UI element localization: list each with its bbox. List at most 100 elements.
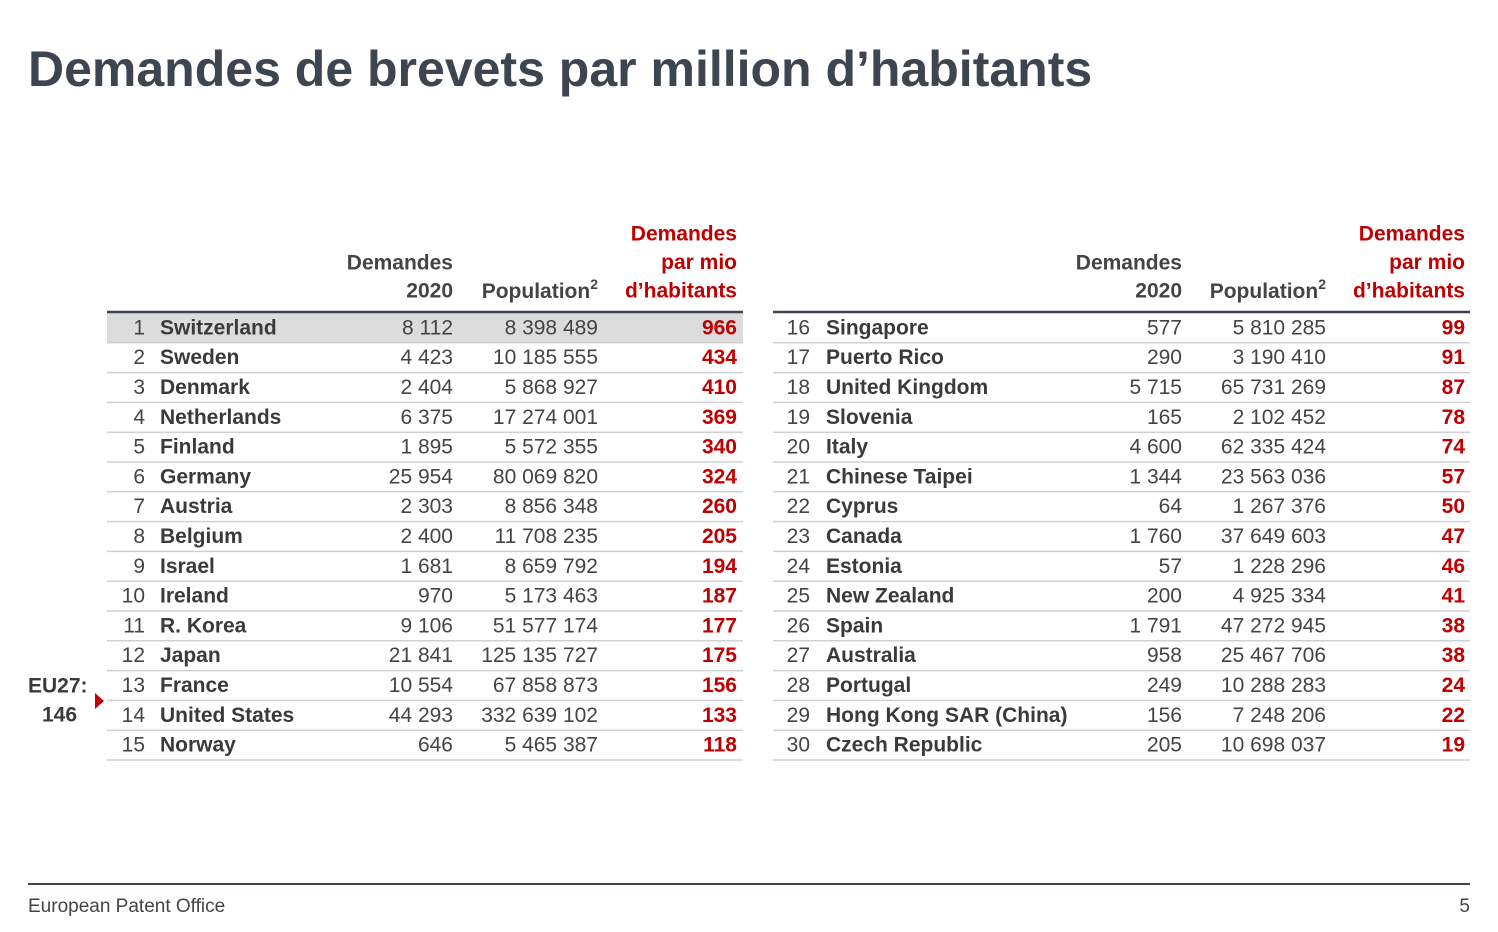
- applications: 958: [1147, 644, 1182, 667]
- rank: 8: [133, 525, 145, 548]
- rank: 15: [122, 734, 145, 757]
- rate: 340: [702, 436, 737, 459]
- applications: 44 293: [389, 704, 453, 727]
- rank: 13: [122, 674, 145, 697]
- rank: 16: [787, 316, 810, 339]
- applications: 2 303: [400, 495, 453, 518]
- applications: 249: [1147, 674, 1182, 697]
- population: 37 649 603: [1221, 525, 1326, 548]
- rate: 156: [702, 674, 737, 697]
- country: Switzerland: [160, 316, 277, 339]
- rank: 18: [787, 376, 810, 399]
- rate: 74: [1442, 436, 1466, 459]
- applications: 64: [1159, 495, 1183, 518]
- rank: 3: [133, 376, 145, 399]
- country: Denmark: [160, 376, 250, 399]
- population: 5 465 387: [505, 734, 598, 757]
- population: 8 398 489: [505, 316, 598, 339]
- country: France: [160, 674, 229, 697]
- country: Belgium: [160, 525, 243, 548]
- applications: 1 760: [1129, 525, 1182, 548]
- population: 51 577 174: [493, 614, 598, 637]
- rate: 966: [702, 316, 737, 339]
- header-sup: 2: [590, 276, 598, 292]
- applications: 5 715: [1129, 376, 1182, 399]
- country: Netherlands: [160, 406, 281, 429]
- page-number: 5: [1459, 896, 1470, 917]
- country: United Kingdom: [826, 376, 988, 399]
- population: 17 274 001: [493, 406, 598, 429]
- country: Puerto Rico: [826, 346, 944, 369]
- column-header: Population2: [1210, 276, 1327, 303]
- applications: 10 554: [389, 674, 454, 697]
- applications: 21 841: [389, 644, 453, 667]
- country: Germany: [160, 465, 251, 488]
- rank: 10: [122, 585, 145, 608]
- rank: 11: [123, 614, 145, 637]
- applications: 970: [418, 585, 453, 608]
- column-header: Population2: [482, 276, 599, 303]
- rank: 9: [133, 555, 145, 578]
- applications: 290: [1147, 346, 1182, 369]
- column-header: 2020: [406, 280, 453, 303]
- rank: 4: [133, 406, 145, 429]
- country: Cyprus: [826, 495, 898, 518]
- country: Italy: [826, 436, 868, 459]
- rate: 118: [703, 734, 737, 757]
- rank: 24: [787, 555, 811, 578]
- column-header: par mio: [1389, 251, 1465, 274]
- rank: 26: [787, 614, 810, 637]
- country: Sweden: [160, 346, 239, 369]
- header-text: Population: [1210, 280, 1319, 303]
- population: 11 708 235: [494, 525, 598, 548]
- country: Australia: [826, 644, 916, 667]
- population: 10 185 555: [493, 346, 598, 369]
- country: Spain: [826, 614, 883, 637]
- population: 62 335 424: [1221, 436, 1326, 459]
- country: Norway: [160, 734, 236, 757]
- applications: 1 344: [1129, 465, 1182, 488]
- rank: 22: [787, 495, 810, 518]
- footer-source: European Patent Office: [28, 896, 225, 917]
- applications: 1 895: [400, 436, 453, 459]
- rate: 91: [1442, 346, 1466, 369]
- rank: 21: [787, 465, 810, 488]
- applications: 9 106: [400, 614, 453, 637]
- country: Austria: [160, 495, 233, 518]
- country: Canada: [826, 525, 902, 548]
- country: Chinese Taipei: [826, 465, 973, 488]
- population: 5 810 285: [1233, 316, 1326, 339]
- rate: 260: [702, 495, 737, 518]
- rank: 1: [133, 316, 145, 339]
- rate: 205: [702, 525, 737, 548]
- column-header: 2020: [1135, 280, 1182, 303]
- rate: 57: [1442, 465, 1465, 488]
- applications: 25 954: [389, 465, 454, 488]
- rank: 5: [133, 436, 145, 459]
- column-header: par mio: [661, 251, 737, 274]
- population: 10 288 283: [1221, 674, 1326, 697]
- rate: 50: [1442, 495, 1465, 518]
- country: Hong Kong SAR (China): [826, 704, 1067, 727]
- column-header: Demandes: [347, 252, 453, 275]
- column-header: Demandes: [631, 223, 737, 246]
- population: 8 659 792: [505, 555, 598, 578]
- population: 67 858 873: [493, 674, 598, 697]
- population: 8 856 348: [505, 495, 598, 518]
- applications: 2 400: [400, 525, 453, 548]
- header-sup: 2: [1318, 276, 1326, 292]
- country: Japan: [160, 644, 221, 667]
- eu27-arrow: [95, 693, 104, 709]
- eu27-value: 146: [42, 704, 77, 727]
- rate: 99: [1442, 316, 1465, 339]
- rate: 87: [1442, 376, 1465, 399]
- column-header: d’habitants: [625, 280, 737, 303]
- rank: 19: [787, 406, 810, 429]
- population: 10 698 037: [1221, 734, 1326, 757]
- population: 2 102 452: [1233, 406, 1326, 429]
- rate: 369: [702, 406, 737, 429]
- rate: 410: [702, 376, 737, 399]
- column-header: d’habitants: [1353, 280, 1465, 303]
- applications: 646: [418, 734, 453, 757]
